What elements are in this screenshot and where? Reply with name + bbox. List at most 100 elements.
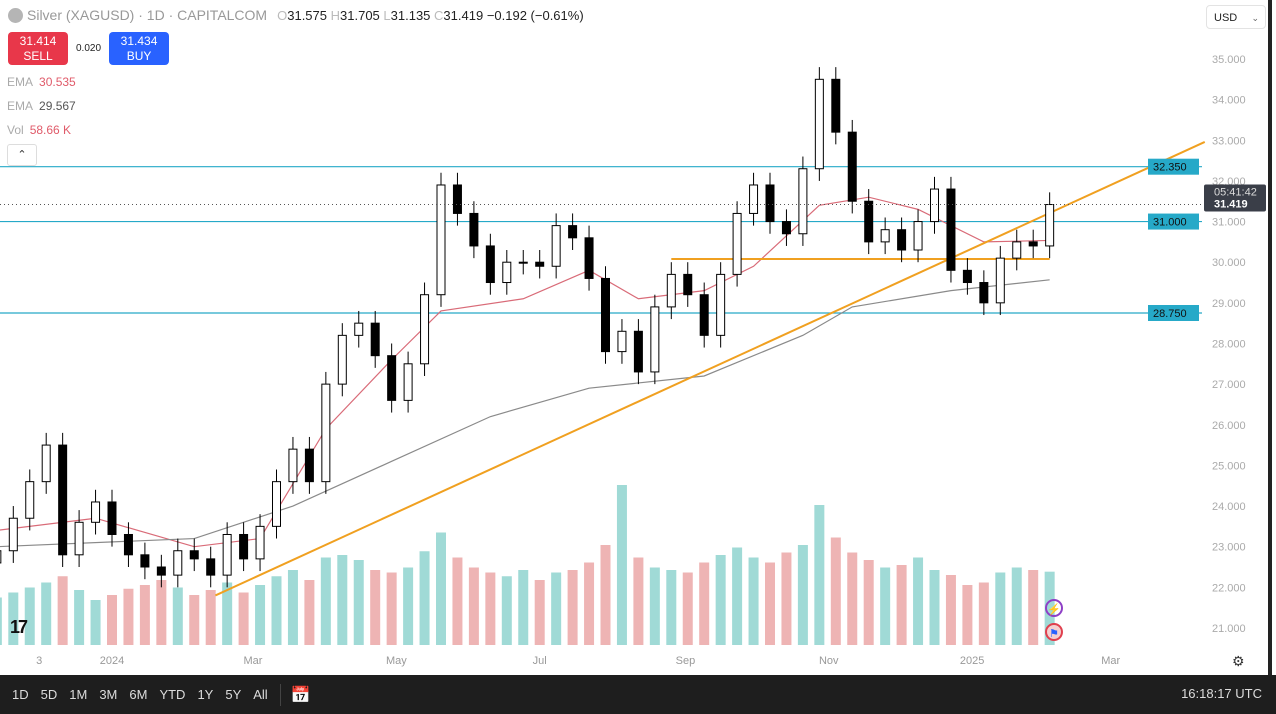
candle-body [436, 184, 446, 296]
candle-body [1012, 241, 1022, 259]
candle-body [255, 525, 265, 560]
volume-bar [633, 557, 644, 645]
candle [140, 542, 150, 580]
goto-date-calendar-icon[interactable]: 📅 [290, 686, 311, 704]
clock[interactable]: 16:18:17 UTC [1181, 686, 1262, 701]
candle-body [288, 448, 298, 483]
volume-bar [995, 572, 1006, 645]
volume-bar [814, 505, 825, 645]
candle [897, 217, 907, 263]
candle-body [321, 383, 331, 483]
ema-legend-2[interactable]: EMA 29.567 [7, 99, 76, 113]
bottom-toolbar: 1D 5D 1M 3M 6M YTD 1Y 5Y All 📅 16:18:17 … [0, 675, 1276, 714]
y-tick-label: 21.000 [1212, 623, 1246, 635]
range-ytd[interactable]: YTD [159, 687, 186, 702]
tradingview-logo[interactable]: 17 [10, 617, 28, 637]
candle [650, 294, 660, 385]
candle [732, 201, 742, 287]
candle [272, 469, 281, 539]
candle [156, 554, 166, 588]
candle [518, 250, 528, 275]
candle-body [946, 188, 956, 271]
ema-legend-1[interactable]: EMA 30.535 [7, 75, 76, 89]
volume-bar [24, 587, 35, 645]
candle-body [749, 184, 759, 214]
candle-body [584, 237, 594, 279]
range-1d[interactable]: 1D [12, 687, 29, 702]
volume-bar [616, 485, 627, 645]
candle-body [91, 501, 101, 523]
y-tick-label: 27.000 [1212, 379, 1246, 391]
volume-bar [255, 585, 266, 645]
buy-button[interactable]: 31.434 BUY [109, 32, 170, 65]
volume-bar [699, 562, 710, 645]
collapse-legend-button[interactable]: ⌃ [7, 144, 37, 166]
level-label: 31.000 [1153, 217, 1187, 229]
candle-body [962, 269, 972, 284]
y-tick-label: 24.000 [1212, 501, 1246, 513]
volume-bar [436, 532, 446, 645]
range-1y[interactable]: 1Y [197, 687, 214, 702]
candle [41, 432, 51, 494]
ohlc-readout: O31.575 H31.705 L31.135 C31.419 −0.192 (… [277, 7, 584, 23]
candle [1012, 229, 1022, 271]
candle-body [1028, 241, 1038, 247]
candle-body [222, 533, 232, 576]
sell-button[interactable]: 31.414 SELL [8, 32, 68, 65]
volume-bar [732, 547, 743, 645]
range-1m[interactable]: 1M [69, 687, 88, 702]
x-tick-label: Mar [1101, 655, 1120, 667]
candle-body [666, 273, 676, 308]
volume-bar [320, 557, 331, 645]
ema-line [0, 279, 1050, 548]
volume-bar [238, 592, 249, 645]
candle [304, 436, 314, 494]
volume-bar [551, 572, 562, 645]
y-tick-label: 34.000 [1212, 95, 1246, 107]
volume-bar [287, 570, 298, 645]
trade-panel: 31.414 SELL 0.020 31.434 BUY [8, 32, 170, 65]
bar-countdown: 05:41:42 [1214, 187, 1257, 199]
y-tick-label: 35.000 [1212, 54, 1246, 66]
candle [995, 245, 1005, 316]
candle-body [189, 550, 199, 560]
candle [831, 67, 841, 145]
candle [617, 319, 627, 364]
volume-bar [74, 590, 85, 645]
volume-bar [765, 562, 775, 645]
candle-body [847, 131, 857, 202]
candle [74, 510, 84, 567]
range-all[interactable]: All [253, 687, 268, 702]
candle-body [485, 245, 495, 284]
us-flag-event-icon[interactable]: ⚑ [1045, 623, 1063, 641]
candle [420, 282, 430, 376]
range-6m[interactable]: 6M [129, 687, 148, 702]
candle-body [831, 78, 841, 133]
price-chart[interactable]: 35.00034.00033.00032.00031.00030.00029.0… [0, 0, 1276, 675]
settings-gear-icon[interactable]: ⚙ [1232, 653, 1245, 669]
candle [173, 538, 183, 588]
y-tick-label: 29.000 [1212, 298, 1246, 310]
candle [946, 176, 956, 283]
currency-select[interactable]: USD ⌄ [1206, 5, 1266, 29]
candle [206, 546, 216, 588]
x-tick-label: Nov [819, 655, 839, 667]
candle [847, 119, 857, 214]
candle-body [930, 188, 939, 223]
candle-body [1045, 204, 1055, 247]
candle-body [716, 273, 726, 336]
volume-bar [880, 567, 891, 645]
symbol-title[interactable]: Silver (XAGUSD) · 1D · CAPITALCOM [27, 7, 268, 23]
range-5y[interactable]: 5Y [225, 687, 242, 702]
candle [8, 506, 18, 563]
range-3m[interactable]: 3M [99, 687, 118, 702]
range-5d[interactable]: 5D [40, 687, 58, 702]
ema-line [0, 196, 1050, 548]
volume-bar [337, 555, 348, 645]
volume-bar [518, 570, 529, 645]
volume-bar [8, 592, 19, 645]
volume-bar [172, 587, 183, 645]
x-tick-label: 2025 [960, 655, 984, 667]
lightning-event-icon[interactable]: ⚡ [1045, 599, 1063, 617]
volume-legend[interactable]: Vol 58.66 K [7, 123, 72, 137]
